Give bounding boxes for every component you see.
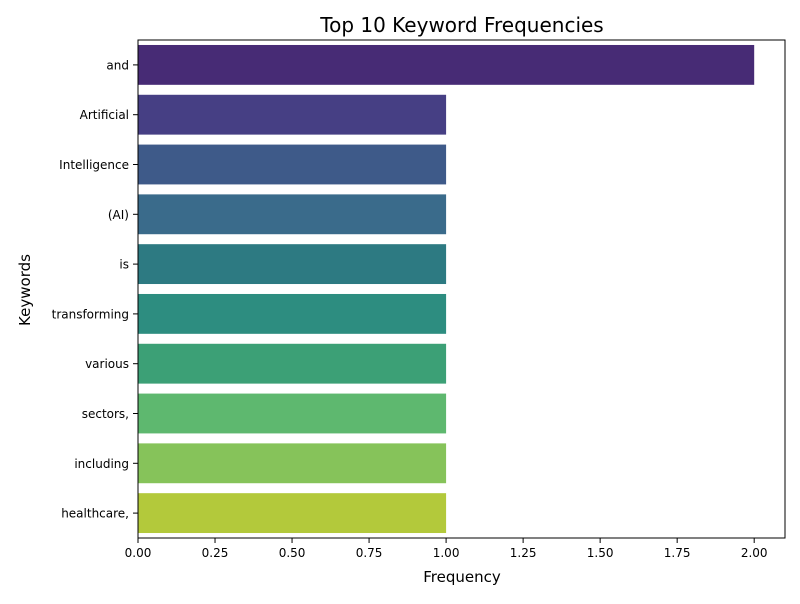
y-ticks-layer: and Artificial Intelligence (AI) is transform… bbox=[52, 58, 138, 521]
bar-5 bbox=[138, 293, 447, 334]
x-axis-label: Frequency bbox=[423, 568, 501, 586]
bar-4 bbox=[138, 244, 447, 285]
bar-0 bbox=[138, 44, 755, 85]
plot-frame bbox=[137, 39, 786, 539]
chart-title: Top 10 Keyword Frequencies bbox=[319, 13, 603, 37]
bar-2 bbox=[138, 144, 447, 185]
x-tick-label-6: 1.50 bbox=[587, 546, 614, 560]
y-tick-label-8: including bbox=[74, 457, 129, 471]
x-ticks-layer: 0.00 0.25 0.50 0.75 1.00 1.25 1.50 1.75 2.00 bbox=[125, 538, 768, 560]
bars-layer bbox=[138, 44, 755, 534]
bar-7 bbox=[138, 393, 447, 434]
y-tick-label-9: healthcare, bbox=[61, 507, 129, 521]
y-tick-label-7: sectors, bbox=[82, 407, 129, 421]
x-tick-label-4: 1.00 bbox=[433, 546, 460, 560]
x-tick-label-5: 1.25 bbox=[510, 546, 537, 560]
x-tick-label-3: 0.75 bbox=[356, 546, 383, 560]
bar-6 bbox=[138, 343, 447, 384]
y-tick-label-6: various bbox=[85, 357, 129, 371]
x-tick-label-0: 0.00 bbox=[125, 546, 152, 560]
y-tick-label-5: transforming bbox=[52, 307, 129, 321]
bar-3 bbox=[138, 194, 447, 235]
y-tick-label-1: Artificial bbox=[80, 108, 129, 122]
axes-frame bbox=[137, 39, 786, 539]
bar-9 bbox=[138, 493, 447, 534]
y-tick-label-0: and bbox=[106, 58, 129, 72]
bar-8 bbox=[138, 443, 447, 484]
x-tick-label-2: 0.50 bbox=[279, 546, 306, 560]
y-tick-label-3: (AI) bbox=[108, 208, 129, 222]
y-tick-label-2: Intelligence bbox=[59, 158, 129, 172]
y-tick-label-4: is bbox=[119, 258, 129, 272]
y-axis-label: Keywords bbox=[16, 254, 34, 326]
x-tick-label-1: 0.25 bbox=[202, 546, 229, 560]
bar-1 bbox=[138, 94, 447, 135]
x-tick-label-7: 1.75 bbox=[664, 546, 691, 560]
x-tick-label-8: 2.00 bbox=[741, 546, 768, 560]
